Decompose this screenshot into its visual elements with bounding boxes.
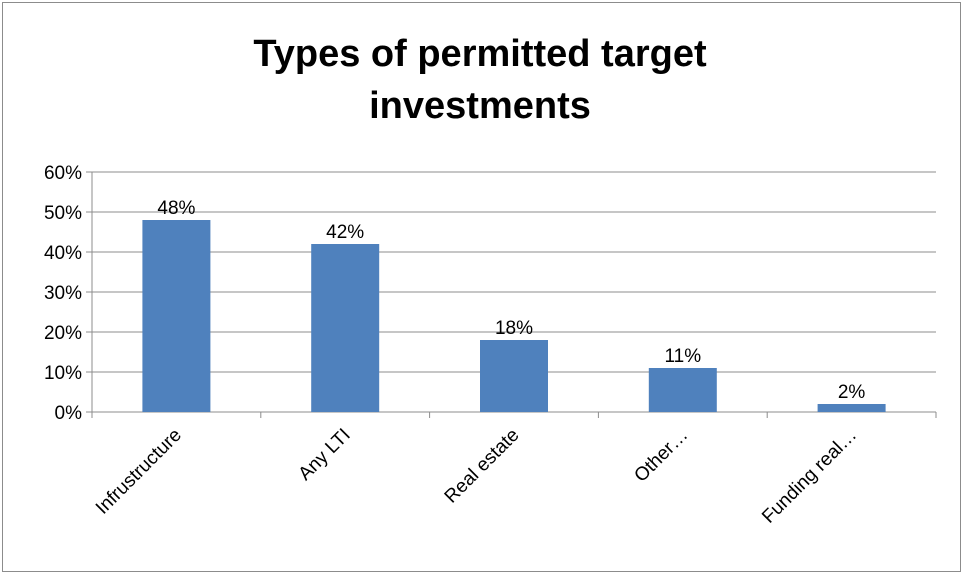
bar (480, 340, 548, 412)
x-tick-label: Infrustructure (92, 425, 186, 519)
bar (311, 244, 380, 412)
y-tick-labels: 0% 10% 20% 30% 40% 50% 60% (44, 163, 82, 424)
data-label: 2% (838, 382, 866, 403)
x-tick-label: Other… (630, 425, 692, 487)
y-tick-label: 0% (55, 403, 83, 424)
data-label: 42% (326, 222, 364, 243)
y-tick-label: 10% (44, 363, 82, 384)
x-tick-label: Funding real… (758, 425, 861, 528)
x-tick-label: Real estate (441, 425, 524, 508)
bar (648, 368, 717, 412)
x-tick-labels: Infrustructure Any LTI Real estate Other… Fu… (92, 425, 861, 528)
chart-title: Types of permitted target investments (253, 33, 707, 127)
data-label: 18% (495, 318, 533, 339)
x-tick-label: Any LTI (295, 425, 355, 485)
bar (817, 404, 886, 412)
y-tick-label: 40% (44, 243, 82, 264)
data-label: 48% (157, 198, 195, 219)
bar (142, 220, 211, 412)
gridlines (92, 171, 936, 373)
data-label: 11% (664, 346, 701, 367)
y-tick-label: 30% (44, 283, 82, 304)
bars (142, 220, 886, 412)
y-tick-label: 60% (44, 163, 82, 184)
data-labels: 48% 42% 18% 11% 2% (157, 198, 865, 403)
y-tick-label: 20% (44, 323, 82, 344)
y-tick-label: 50% (44, 203, 82, 224)
